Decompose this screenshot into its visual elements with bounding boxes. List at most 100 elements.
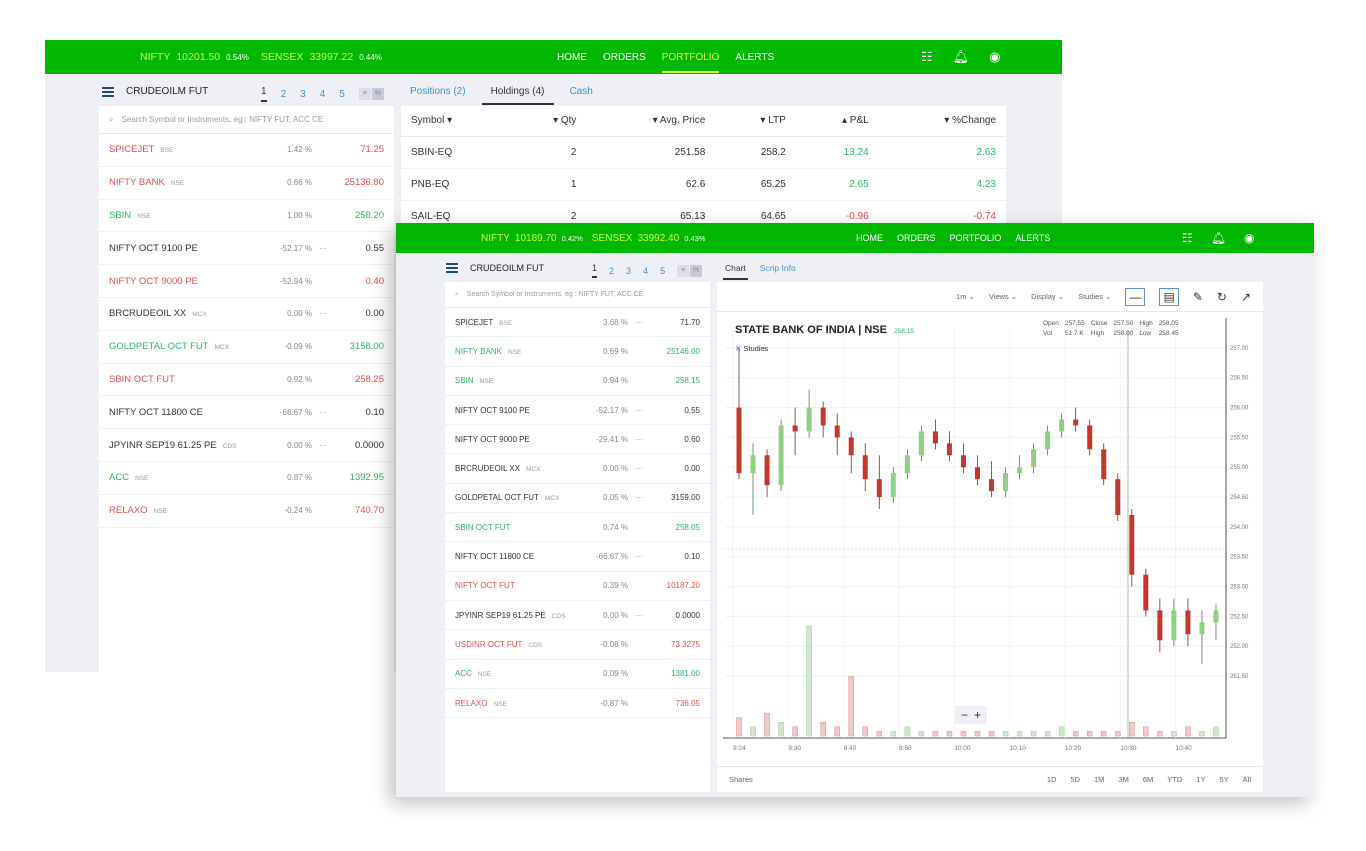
- column-header[interactable]: Symbol ▾: [401, 106, 510, 137]
- table-row[interactable]: PNB-EQ 1 62.6 65.25 2.65 4.23: [401, 168, 1006, 201]
- watchlist-page-5[interactable]: 5: [660, 265, 666, 276]
- display-menu[interactable]: Display ⌄: [1031, 292, 1065, 301]
- list-item[interactable]: SBIN NSE 1.00 % 258.20: [99, 200, 394, 233]
- percent-view-icon[interactable]: %: [690, 264, 703, 277]
- menu-icon[interactable]: [446, 263, 458, 273]
- refresh-icon[interactable]: ↻: [1216, 289, 1227, 304]
- tab-positions[interactable]: Positions (2): [410, 86, 466, 97]
- nav-alerts[interactable]: ALERTS: [735, 51, 775, 63]
- user-icon[interactable]: ◉: [989, 49, 1001, 64]
- range-3m[interactable]: 3M: [1118, 775, 1129, 784]
- watchlist-page-5[interactable]: 5: [339, 88, 345, 100]
- range-5d[interactable]: 5D: [1070, 775, 1081, 784]
- watchlist-page-3[interactable]: 3: [300, 88, 306, 100]
- list-item[interactable]: SBIN OCT FUT 0.92 % 258.25: [99, 364, 394, 397]
- watchlist-view-toggle[interactable]: ≡%: [677, 264, 703, 277]
- tab-chart[interactable]: Chart: [723, 263, 748, 280]
- list-item[interactable]: JPYINR SEP19 61.25 PE CDS 0.00 % ··· 0.0000: [445, 601, 710, 631]
- candle-body: [1143, 574, 1149, 611]
- search-input[interactable]: Search Symbol or Instruments, eg : NIFTY…: [466, 291, 644, 298]
- list-item[interactable]: SBIN OCT FUT 0.74 % 258.05: [445, 513, 710, 543]
- list-item[interactable]: SPICEJET BSE 1.42 % 71.25: [99, 134, 394, 167]
- range-all[interactable]: All: [1242, 775, 1251, 784]
- search-bar[interactable]: ⌕ Search Symbol or Instruments, eg : NIF…: [99, 106, 394, 134]
- watchlist-page-4[interactable]: 4: [643, 265, 649, 276]
- range-6m[interactable]: 6M: [1142, 775, 1154, 784]
- column-header[interactable]: ▾ Avg. Price: [586, 106, 716, 137]
- list-item[interactable]: GOLDPETAL OCT FUT MCX -0.09 % 3158.00: [99, 331, 394, 364]
- list-item[interactable]: BRCRUDEOIL XX MCX 0.00 % ··· 0.00: [445, 454, 710, 484]
- nav-home[interactable]: HOME: [856, 233, 883, 243]
- nav-alerts[interactable]: ALERTS: [1015, 233, 1051, 243]
- list-item[interactable]: BRCRUDEOIL XX MCX 0.00 % ··· 0.00: [99, 298, 394, 331]
- tab-holdings[interactable]: Holdings (4): [481, 86, 554, 105]
- studies-legend[interactable]: ✕ Studies: [735, 344, 768, 353]
- list-item[interactable]: NIFTY OCT 11800 CE -66.67 % ··· 0.10: [445, 542, 710, 572]
- chart-plot[interactable]: 257.00 256.50 256.00 255.50 255.00 254.50 254.…: [723, 318, 1253, 754]
- list-item[interactable]: NIFTY OCT 11800 CE -66.67 % ··· 0.10: [99, 396, 394, 430]
- list-item[interactable]: JPYINR SEP19 61.25 PE CDS 0.00 % ··· 0.0000: [99, 429, 394, 462]
- list-item[interactable]: NIFTY OCT 9000 PE -52.94 % 0.40: [99, 265, 394, 298]
- search-bar[interactable]: ⌕ Search Symbol or Instruments, eg : NIF…: [445, 282, 710, 308]
- nav-portfolio[interactable]: PORTFOLIO: [949, 233, 1002, 243]
- list-item[interactable]: USDINR OCT FUT CDS -0.08 % 73.3275: [445, 630, 710, 660]
- nav-orders[interactable]: ORDERS: [603, 51, 646, 63]
- list-item[interactable]: NIFTY OCT 9100 PE -52.17 % ··· 0.55: [445, 396, 710, 426]
- crosshair-line-icon[interactable]: —: [1125, 287, 1146, 306]
- watchlist-page-2[interactable]: 2: [609, 265, 615, 276]
- list-item[interactable]: SBIN NSE 0.94 % 258.15: [445, 367, 710, 396]
- range-1d[interactable]: 1D: [1046, 775, 1057, 784]
- studies-menu[interactable]: Studies ⌄: [1078, 292, 1112, 301]
- popout-icon[interactable]: ↗: [1240, 289, 1251, 304]
- nav-home[interactable]: HOME: [557, 51, 587, 63]
- draw-pencil-icon[interactable]: ✎: [1192, 289, 1203, 304]
- list-item[interactable]: NIFTY BANK NSE 0.69 % 25146.00: [445, 337, 710, 367]
- column-header[interactable]: ▾ LTP: [715, 106, 796, 137]
- watchlist-page-1[interactable]: 1: [261, 86, 267, 102]
- bell-icon[interactable]: 🔔︎: [952, 49, 970, 64]
- zoom-in-button[interactable]: +: [974, 708, 982, 722]
- zoom-out-button[interactable]: −: [961, 708, 969, 722]
- range-ytd[interactable]: YTD: [1167, 775, 1183, 784]
- nav-portfolio[interactable]: PORTFOLIO: [661, 42, 720, 73]
- list-view-icon[interactable]: ≡: [677, 264, 690, 277]
- range-1m[interactable]: 1M: [1094, 775, 1105, 784]
- list-item[interactable]: NIFTY OCT 9100 PE -52.17 % ··· 0.55: [99, 232, 394, 266]
- watchlist-page-2[interactable]: 2: [280, 88, 287, 100]
- watchlist-view-toggle[interactable]: ≡%: [358, 88, 384, 100]
- tab-scrip-info[interactable]: Scrip Info: [759, 263, 796, 273]
- percent-view-icon[interactable]: %: [371, 88, 384, 100]
- nav-orders[interactable]: ORDERS: [897, 233, 936, 243]
- interval-select[interactable]: 1m ⌄: [956, 292, 975, 301]
- table-row[interactable]: SBIN-EQ 2 251.58 258.2 13.24 2.63: [401, 136, 1006, 169]
- list-item[interactable]: ACC NSE 0.09 % 1381.00: [445, 660, 710, 689]
- list-item[interactable]: GOLDPETAL OCT FUT MCX 0.05 % ··· 3159.00: [445, 484, 710, 514]
- views-menu[interactable]: Views ⌄: [988, 292, 1018, 301]
- tab-cash[interactable]: Cash: [569, 86, 593, 97]
- menu-icon[interactable]: [102, 86, 114, 97]
- list-item[interactable]: NIFTY OCT 9000 PE -29.41 % ··· 0.60: [445, 425, 710, 455]
- list-item[interactable]: NIFTY BANK NSE 0.66 % 25136.80: [99, 167, 394, 200]
- watchlist-page-4[interactable]: 4: [319, 88, 326, 100]
- column-header[interactable]: ▾ %Change: [878, 106, 1006, 137]
- list-view-icon[interactable]: ≡: [358, 88, 371, 100]
- list-item[interactable]: NIFTY OCT FUT 0.39 % 10187.20: [445, 572, 710, 601]
- close-icon[interactable]: ✕: [735, 344, 742, 353]
- rss-icon[interactable]: ☷: [1182, 231, 1193, 245]
- bell-icon[interactable]: 🔔︎: [1210, 231, 1226, 245]
- info-box-icon[interactable]: ▤: [1159, 287, 1179, 306]
- list-item[interactable]: ACC NSE 0.87 % 1392.95: [99, 462, 394, 495]
- watchlist-page-3[interactable]: 3: [626, 265, 632, 276]
- user-icon[interactable]: ◉: [1244, 231, 1255, 245]
- watchlist-page-1[interactable]: 1: [592, 263, 598, 278]
- search-input[interactable]: Search Symbol or Instruments, eg : NIFTY…: [121, 115, 324, 124]
- list-item[interactable]: RELAXO NSE -0.24 % 740.70: [99, 495, 394, 528]
- candlestick-chart[interactable]: 257.00 256.50 256.00 255.50 255.00 254.50 254.…: [723, 318, 1253, 754]
- list-item[interactable]: SPICEJET BSE 3.68 % ··· 71.70: [445, 308, 710, 338]
- rss-icon[interactable]: ☷: [921, 49, 933, 64]
- range-5y[interactable]: 5Y: [1219, 775, 1229, 784]
- column-header[interactable]: ▾ Qty: [509, 106, 587, 137]
- range-1y[interactable]: 1Y: [1196, 775, 1206, 784]
- list-item[interactable]: RELAXO NSE -0.87 % 736.05: [445, 689, 710, 719]
- column-header[interactable]: ▴ P&L: [795, 106, 879, 137]
